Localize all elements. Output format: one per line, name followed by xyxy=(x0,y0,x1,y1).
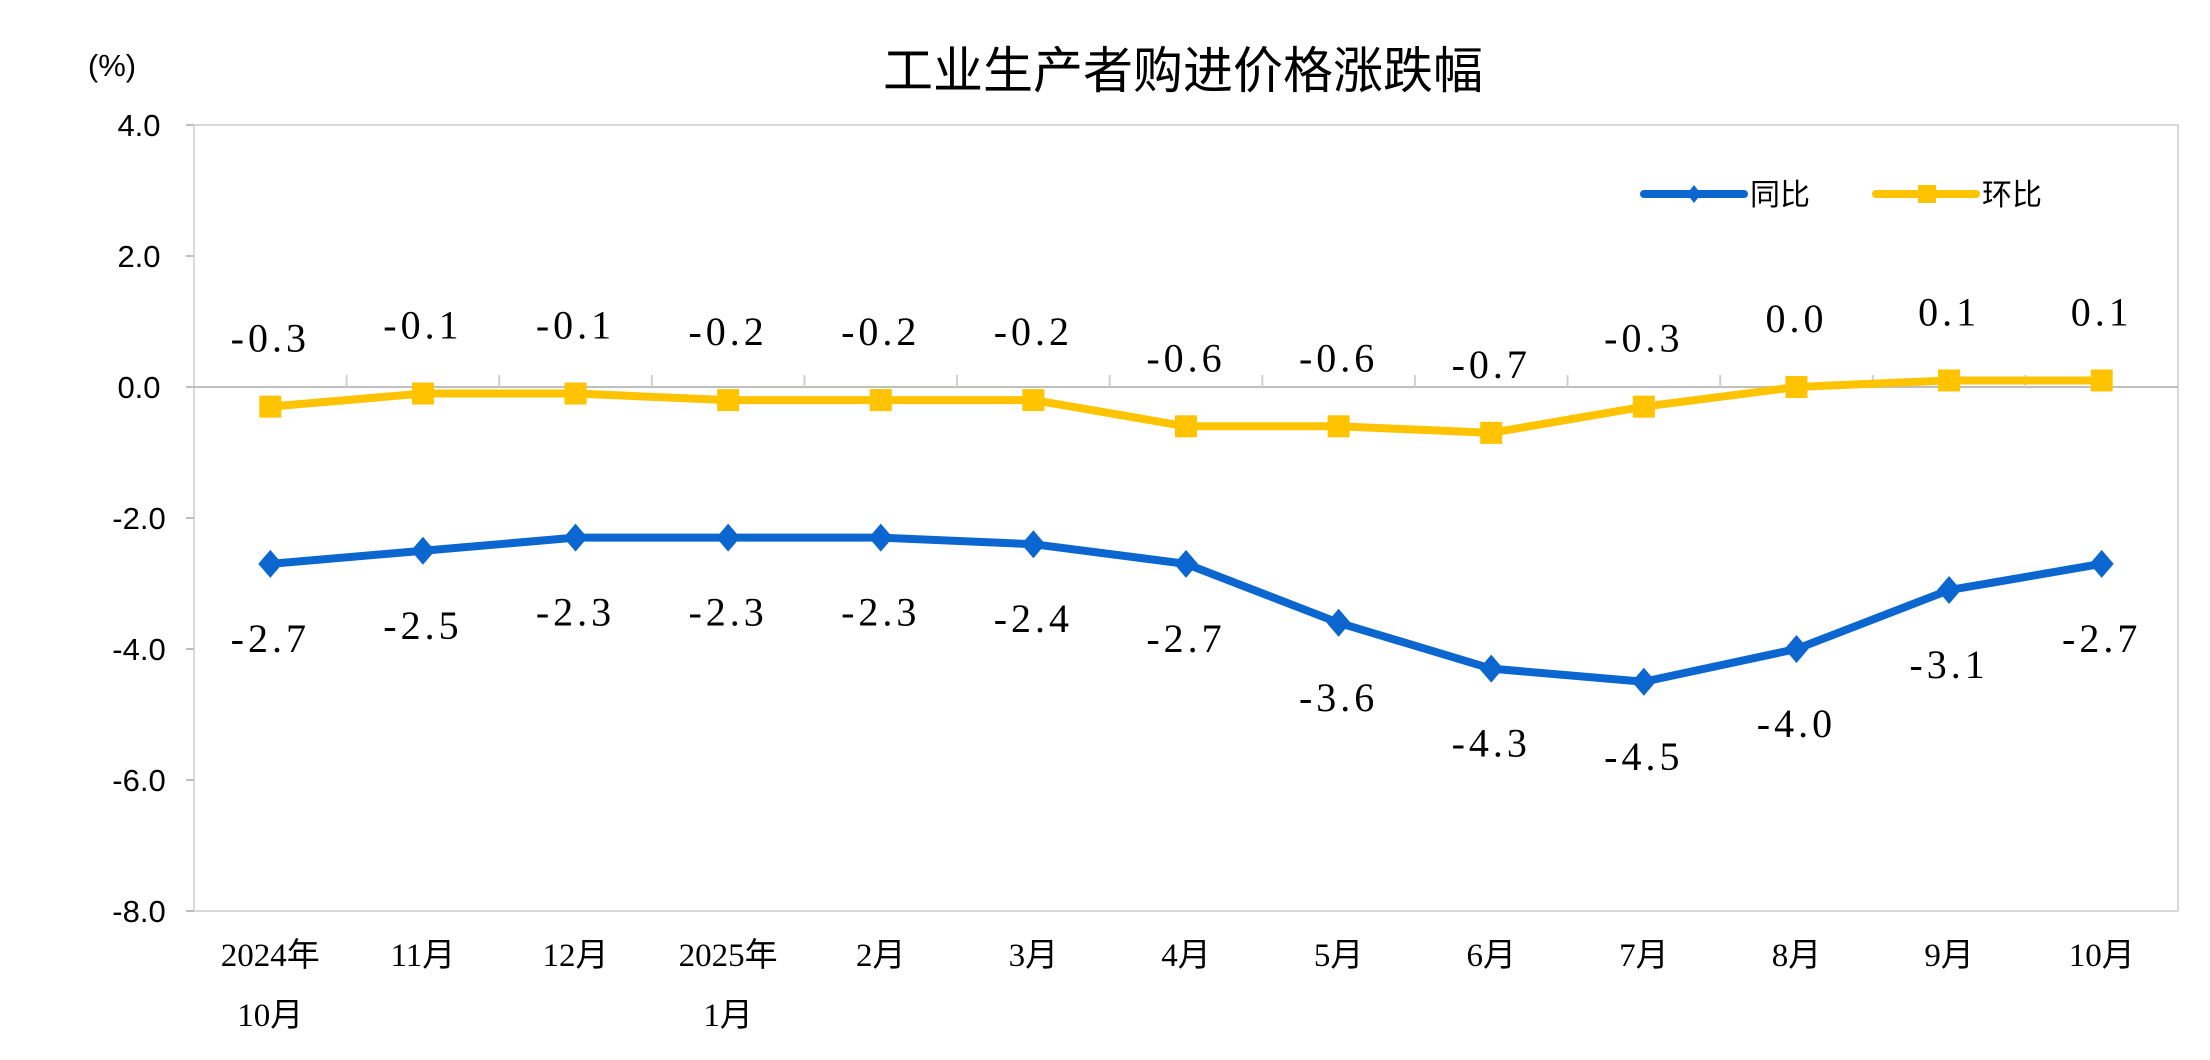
data-label: -0.1 xyxy=(536,303,615,348)
series-yoy: -2.7 -2.5 -2.3 -2.3 -2.3 -2.4 -2.7 -3.6 -4.3 -4.5… xyxy=(231,523,2141,779)
data-label: -0.2 xyxy=(841,309,920,354)
data-point-diamond xyxy=(563,523,588,552)
data-label: -0.3 xyxy=(231,316,310,361)
x-tick-label: 5月 xyxy=(1314,938,1364,974)
x-tick-label: 11月 xyxy=(391,938,456,974)
y-tick-label: 4.0 xyxy=(117,108,160,143)
y-tick-label: -6.0 xyxy=(112,763,165,798)
data-label: -2.7 xyxy=(231,616,310,661)
data-point-square xyxy=(717,389,740,412)
data-label: -2.7 xyxy=(1146,616,1225,661)
data-point-square xyxy=(411,382,434,405)
data-point-diamond xyxy=(2089,549,2114,578)
x-tick-label: 4月 xyxy=(1161,938,1211,974)
x-tick-label: 10月 xyxy=(2069,938,2135,974)
data-point-square xyxy=(869,389,892,412)
legend-marker-square xyxy=(1918,185,1936,203)
data-point-square xyxy=(2090,369,2113,392)
x-tick-label: 6月 xyxy=(1466,938,1516,974)
data-point-square xyxy=(1785,376,1808,398)
data-point-square xyxy=(564,382,587,405)
y-tick-label: -2.0 xyxy=(112,501,165,536)
legend-label: 环比 xyxy=(1982,178,2042,213)
data-label: -2.4 xyxy=(994,596,1073,641)
data-label: 0.1 xyxy=(1918,289,1980,334)
legend-marker-diamond xyxy=(1687,185,1701,203)
x-tick-label: 8月 xyxy=(1772,938,1822,974)
legend-label: 同比 xyxy=(1750,178,1810,213)
data-point-diamond xyxy=(1937,576,1962,605)
data-point-square xyxy=(1632,395,1655,418)
x-tick-label: 3月 xyxy=(1009,938,1059,974)
data-label: -0.2 xyxy=(994,309,1073,354)
chart-title: 工业生产者购进价格涨跌幅 xyxy=(883,42,1483,100)
data-point-diamond xyxy=(1479,654,1504,683)
data-label: -3.1 xyxy=(1909,642,1988,687)
series-mom: -0.3 -0.1 -0.1 -0.2 -0.2 -0.2 -0.6 -0.6 -0.7 -0.3… xyxy=(231,289,2133,444)
y-axis-unit: (%) xyxy=(88,48,136,83)
data-label: -2.5 xyxy=(383,603,462,648)
y-tick-label: -8.0 xyxy=(112,894,165,929)
y-tick-label: 0.0 xyxy=(117,370,160,405)
data-label: -2.7 xyxy=(2062,616,2141,661)
y-tick-label: -4.0 xyxy=(112,632,165,667)
legend: 同比 环比 xyxy=(1640,178,2042,213)
data-label: -4.3 xyxy=(1452,721,1531,766)
x-tick-label: 12月 xyxy=(543,938,609,974)
data-label: -0.6 xyxy=(1146,335,1225,380)
x-tick-label: 1月 xyxy=(703,998,753,1034)
data-point-diamond xyxy=(1784,635,1809,663)
data-point-diamond xyxy=(1021,530,1046,559)
data-point-square xyxy=(1938,369,1961,392)
data-point-square xyxy=(1480,421,1503,444)
data-point-diamond xyxy=(1174,549,1198,578)
data-label: -0.1 xyxy=(383,303,462,348)
data-label: -0.7 xyxy=(1452,342,1531,387)
data-label: -4.0 xyxy=(1757,701,1836,746)
data-label: 0.0 xyxy=(1765,296,1827,341)
x-tick-label: 2024年 xyxy=(221,937,320,974)
data-label: 0.1 xyxy=(2071,289,2133,334)
data-label: -2.3 xyxy=(841,590,920,635)
data-label: -0.3 xyxy=(1604,316,1683,361)
data-point-square xyxy=(1022,389,1045,412)
data-label: -2.3 xyxy=(688,590,767,635)
x-tick-label: 2月 xyxy=(856,938,906,974)
data-point-diamond xyxy=(1326,608,1351,637)
x-tick-label: 10月 xyxy=(237,998,303,1034)
data-label: -3.6 xyxy=(1299,675,1378,720)
x-tick-label: 7月 xyxy=(1619,938,1669,974)
data-point-diamond xyxy=(410,536,435,565)
data-point-square xyxy=(1175,415,1197,438)
data-point-diamond xyxy=(1631,667,1656,696)
data-point-diamond xyxy=(716,523,741,552)
data-label: -0.6 xyxy=(1299,335,1378,380)
x-tick-label: 9月 xyxy=(1924,938,1974,974)
data-point-square xyxy=(1327,415,1350,438)
plot-area xyxy=(193,124,2179,912)
data-point-diamond xyxy=(868,523,893,552)
data-label: -4.5 xyxy=(1604,734,1683,779)
data-point-diamond xyxy=(258,549,283,578)
data-label: -2.3 xyxy=(536,590,615,635)
y-tick-label: 2.0 xyxy=(117,239,160,274)
data-label: -0.2 xyxy=(688,309,767,354)
x-tick-label: 2025年 xyxy=(679,937,778,974)
data-point-square xyxy=(259,395,282,418)
